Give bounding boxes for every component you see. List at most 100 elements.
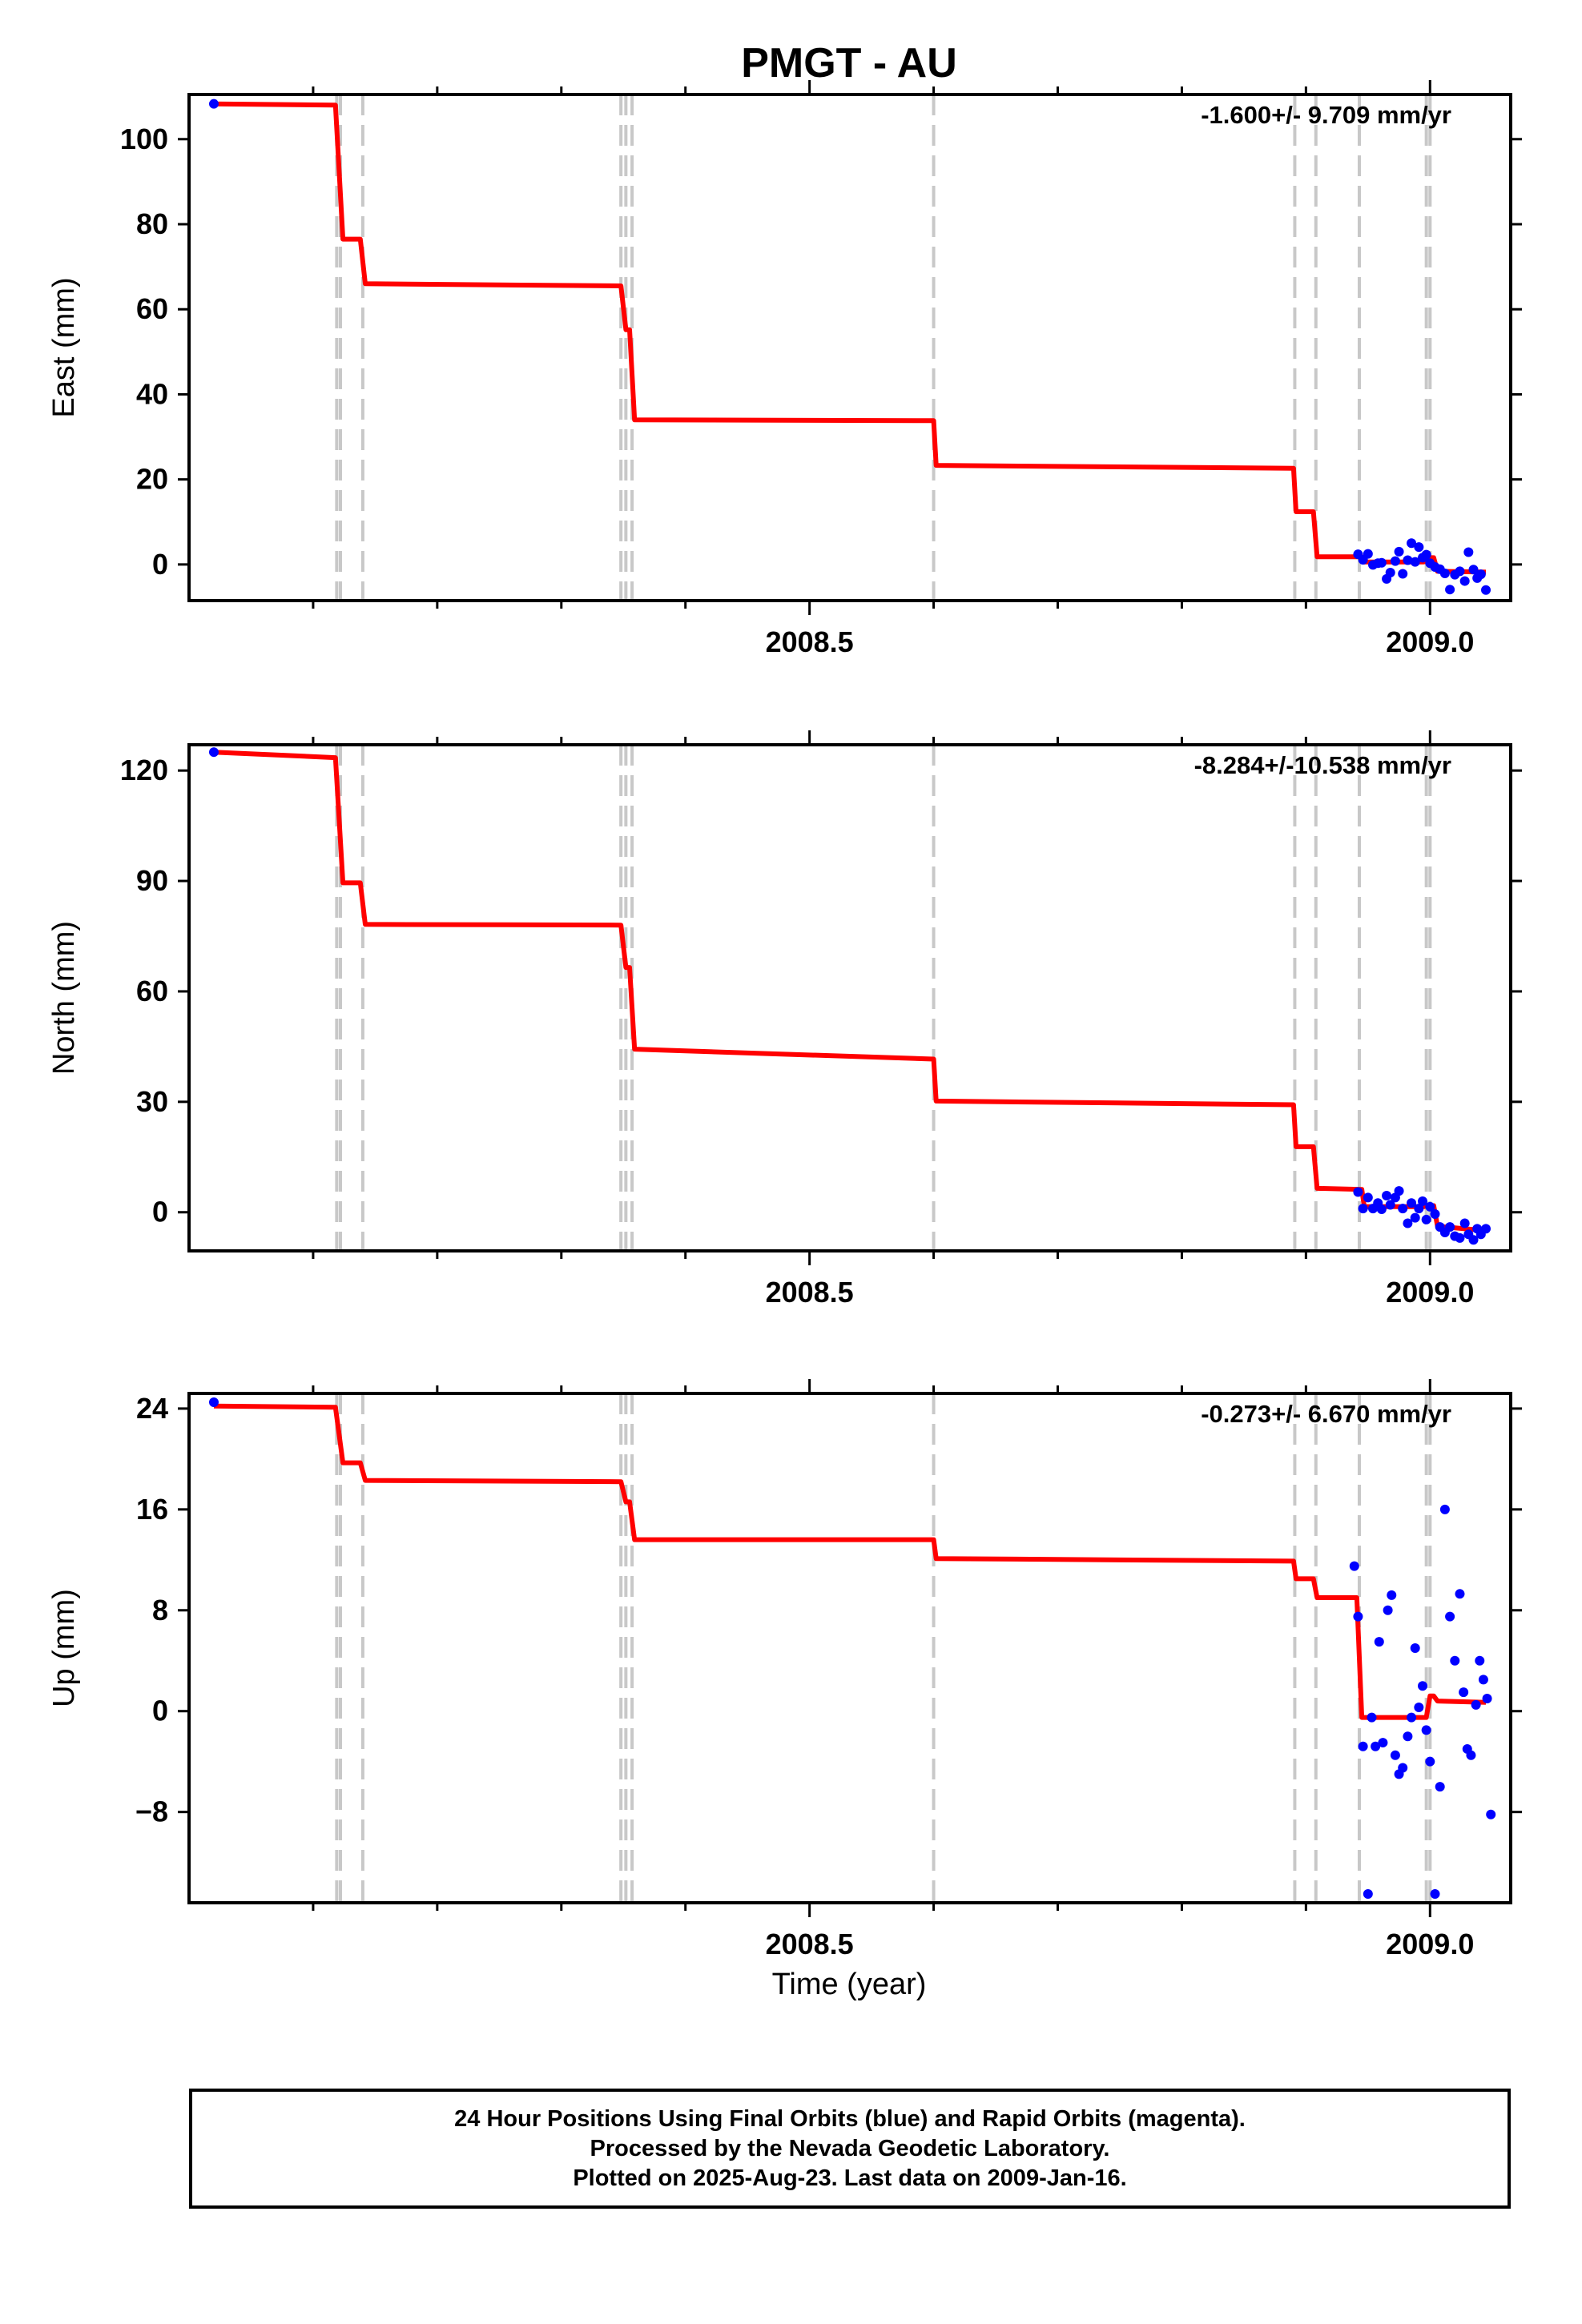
data-point — [1475, 569, 1486, 580]
data-point — [1398, 1204, 1408, 1214]
data-point — [1468, 1235, 1479, 1245]
data-point — [1481, 585, 1491, 595]
y-tick-label: 80 — [136, 207, 168, 240]
data-point — [1398, 1763, 1408, 1773]
y-tick-label: 120 — [120, 754, 168, 786]
data-point — [1376, 557, 1387, 568]
data-point — [1481, 1224, 1491, 1234]
y-tick-label: 24 — [136, 1392, 168, 1425]
data-point — [208, 99, 219, 109]
data-point — [1374, 1637, 1384, 1647]
data-point — [1414, 542, 1424, 553]
footer-line-1: 24 Hour Positions Using Final Orbits (bl… — [454, 2105, 1246, 2132]
data-point — [1439, 1504, 1450, 1514]
data-point — [1450, 1655, 1460, 1666]
data-point — [1390, 1750, 1400, 1760]
data-point — [1390, 556, 1400, 566]
data-point — [1363, 1192, 1373, 1203]
x-tick-label: 2008.5 — [766, 1276, 854, 1309]
y-tick-label: −8 — [135, 1795, 168, 1828]
x-tick-label: 2009.0 — [1386, 625, 1474, 658]
data-point — [1421, 1214, 1431, 1224]
x-axis-label: Time (year) — [772, 1968, 927, 2001]
panel-frame — [187, 1392, 1512, 1904]
y-tick-label: 40 — [136, 377, 168, 410]
y-axis-label: East (mm) — [47, 277, 81, 417]
y-tick-label: 60 — [136, 975, 168, 1007]
y-tick-label: 0 — [152, 1196, 168, 1228]
chart-title: PMGT - AU — [741, 40, 957, 86]
data-point — [1367, 1712, 1377, 1723]
data-point — [1358, 1204, 1368, 1214]
data-point — [1459, 1687, 1469, 1698]
data-point — [1486, 1809, 1496, 1819]
footer-line-2: Processed by the Nevada Geodetic Laborat… — [590, 2135, 1110, 2161]
panel-frame — [187, 743, 1512, 1252]
data-point — [1403, 1731, 1413, 1742]
data-point — [1459, 1218, 1470, 1228]
panel-frame — [187, 93, 1512, 602]
rate-annotation: -8.284+/-10.538 mm/yr — [1194, 751, 1451, 779]
data-point — [1430, 1888, 1440, 1899]
data-point — [1421, 549, 1431, 560]
data-point — [1353, 1187, 1363, 1197]
y-tick-label: 8 — [152, 1594, 168, 1626]
data-point — [1385, 1200, 1395, 1210]
model-line-up — [213, 1403, 1487, 1720]
data-point — [1382, 1191, 1392, 1201]
data-point — [1410, 1212, 1420, 1223]
data-point — [1349, 1561, 1359, 1571]
data-point — [1445, 585, 1455, 595]
x-tick-label: 2008.5 — [766, 625, 854, 658]
data-point — [1463, 547, 1474, 557]
y-tick-label: 0 — [152, 1695, 168, 1727]
footer-caption-box: 24 Hour Positions Using Final Orbits (bl… — [189, 2089, 1511, 2209]
data-point — [1387, 1590, 1397, 1600]
data-point — [1358, 1741, 1368, 1751]
data-point — [1363, 549, 1373, 559]
data-point — [208, 1397, 219, 1408]
y-axis-label: Up (mm) — [47, 1589, 81, 1707]
data-point — [1418, 1196, 1427, 1206]
data-point — [1445, 1611, 1455, 1622]
data-point — [1455, 1589, 1465, 1599]
y-tick-label: 100 — [120, 123, 168, 155]
y-tick-label: 0 — [152, 548, 168, 581]
data-point — [1407, 538, 1417, 549]
data-point — [1403, 1218, 1413, 1228]
y-axis-label: North (mm) — [47, 921, 81, 1075]
data-point — [1407, 1198, 1417, 1208]
data-point — [1378, 1738, 1388, 1748]
data-point — [1445, 1222, 1455, 1232]
data-point — [1403, 555, 1413, 565]
y-tick-label: 30 — [136, 1085, 168, 1118]
data-point — [1363, 1888, 1373, 1899]
data-point — [1385, 567, 1395, 577]
y-tick-label: 60 — [136, 292, 168, 325]
data-point — [1394, 546, 1404, 557]
panel-north: 0 30 60 90 120 2008.5 2009.0 North (mm) -8.284+/… — [47, 730, 1522, 1309]
data-point — [1414, 1204, 1424, 1214]
data-point — [1410, 1643, 1420, 1653]
data-point — [1435, 1782, 1445, 1792]
data-point — [1482, 1693, 1492, 1703]
x-tick-label: 2008.5 — [766, 1928, 854, 1960]
data-point — [1418, 1681, 1427, 1691]
data-point — [1407, 1712, 1417, 1723]
data-point — [1353, 1611, 1363, 1622]
data-point — [1398, 569, 1408, 579]
data-point — [1430, 1209, 1440, 1220]
data-point — [1425, 1756, 1435, 1767]
y-tick-label: 20 — [136, 463, 168, 496]
data-point — [1394, 1186, 1404, 1196]
data-point — [1466, 1750, 1476, 1760]
footer-line-3: Plotted on 2025-Aug-23. Last data on 200… — [573, 2165, 1127, 2191]
data-point — [1471, 1699, 1481, 1710]
data-point — [1421, 1725, 1431, 1735]
y-tick-label: 90 — [136, 864, 168, 897]
data-point — [1468, 565, 1479, 575]
data-point — [1475, 1655, 1485, 1666]
data-point — [1376, 1204, 1387, 1215]
